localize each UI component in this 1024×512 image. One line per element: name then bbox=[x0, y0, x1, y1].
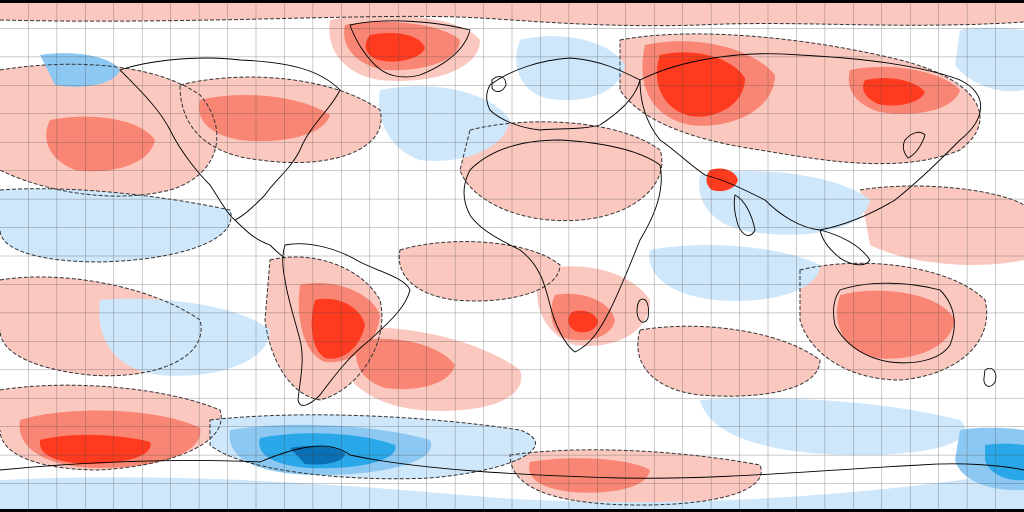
warm-region-west-pacific bbox=[860, 185, 1024, 265]
warm-mid-region-hudson bbox=[199, 95, 330, 142]
coastline-southeast-asia bbox=[819, 229, 871, 266]
warm-strong-region-southern-africa bbox=[568, 310, 598, 333]
contour-line bbox=[799, 262, 988, 381]
warm-mid-region-australia bbox=[836, 290, 955, 359]
contour-line bbox=[0, 15, 1024, 27]
coastline-central-america bbox=[234, 219, 286, 259]
map-border-bottom bbox=[0, 509, 1024, 512]
coastline-layer bbox=[0, 20, 1024, 479]
contour-line bbox=[0, 276, 202, 377]
coastline-australia bbox=[833, 282, 955, 364]
contour-line bbox=[264, 256, 383, 401]
coastline-europe bbox=[486, 57, 641, 131]
coastline-south-america bbox=[282, 243, 411, 406]
contour-line bbox=[637, 325, 821, 397]
warm-mid-region-north-pacific bbox=[46, 116, 155, 172]
warm-region-indian-ocean bbox=[637, 326, 820, 397]
coastline-new-zealand bbox=[983, 367, 997, 387]
coastline-north-america bbox=[119, 57, 341, 221]
contour-line bbox=[0, 63, 218, 197]
cool-region-south-indian bbox=[649, 245, 820, 301]
cool-mid-region-north-pacific bbox=[40, 53, 120, 87]
contour-line bbox=[619, 33, 981, 165]
warm-mid-region-south-atlantic bbox=[356, 338, 455, 390]
contour-line bbox=[0, 188, 232, 263]
cool-region-north-pacific-rim bbox=[955, 27, 1024, 92]
coastline-madagascar bbox=[636, 298, 649, 323]
cool-region-asia-south bbox=[699, 171, 870, 235]
contour-line bbox=[459, 121, 663, 222]
warm-strong-region-paraguay bbox=[311, 298, 365, 359]
contour-lines-layer bbox=[0, 15, 1024, 506]
warm-strong-region-east-asia bbox=[863, 78, 925, 106]
cool-strong-region-east bbox=[985, 443, 1024, 481]
coastline-greenland bbox=[349, 20, 471, 78]
coastline-india bbox=[733, 194, 756, 236]
cool-region-central-pacific bbox=[0, 188, 232, 262]
map-border-top bbox=[0, 0, 1024, 3]
coastline-uk bbox=[491, 76, 507, 92]
warm-strong-region-siberia bbox=[656, 52, 745, 117]
coastline-antarctica bbox=[0, 445, 1024, 479]
contour-line bbox=[509, 449, 762, 506]
warm-strong-region-greenland bbox=[365, 32, 425, 62]
warm-strong-region-southern-ocean bbox=[39, 434, 151, 464]
warm-strong-region-central-asia bbox=[706, 168, 738, 192]
warm-mid-region-antarctica bbox=[529, 458, 650, 493]
cool-region-scandinavia bbox=[516, 36, 625, 101]
warm-region-tropical-atlantic bbox=[399, 241, 560, 301]
coastline-japan bbox=[902, 131, 926, 159]
